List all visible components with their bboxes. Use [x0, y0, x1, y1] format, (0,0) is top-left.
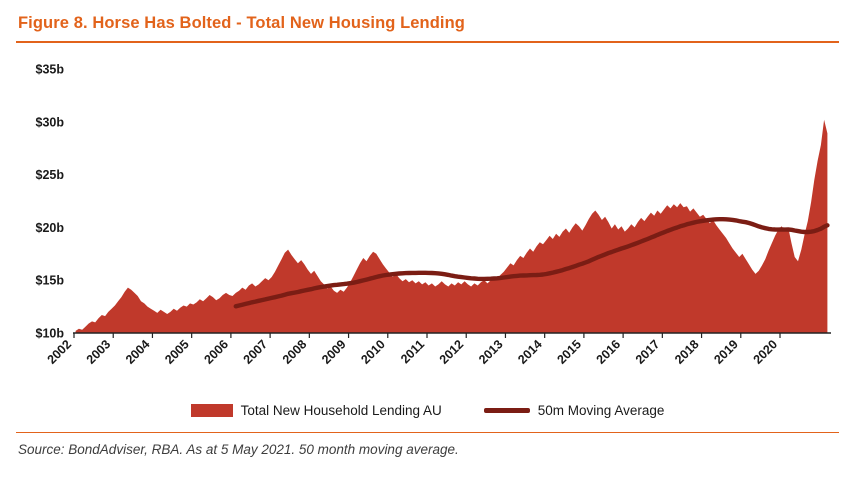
chart-legend: Total New Household Lending AU 50m Movin… [16, 403, 839, 418]
legend-item-moving-average: 50m Moving Average [456, 403, 665, 418]
x-tick-label: 2011 [398, 337, 427, 366]
legend-line-swatch [483, 408, 530, 413]
x-tick-label: 2003 [84, 337, 114, 367]
figure-title: Figure 8. Horse Has Bolted - Total New H… [18, 14, 465, 32]
x-tick-label: 2002 [45, 337, 75, 367]
moving-average-line [233, 217, 830, 309]
legend-item-lending: Total New Household Lending AU [190, 403, 442, 418]
x-tick-label: 2017 [633, 337, 663, 367]
legend-area-swatch [190, 404, 233, 417]
y-tick-label: $10b [36, 327, 65, 341]
x-tick-label: 2008 [280, 337, 310, 367]
x-tick-label: 2014 [515, 337, 545, 367]
x-tick-label: 2006 [201, 337, 231, 367]
x-tick-label: 2012 [437, 337, 467, 367]
x-tick-label: 2007 [241, 337, 271, 367]
x-tick-label: 2015 [554, 337, 584, 367]
y-tick-label: $15b [36, 274, 65, 288]
y-tick-label: $25b [36, 168, 65, 182]
x-tick-label: 2018 [672, 337, 702, 367]
chart-area: $10b $15b $20b $25b $30b $35b 2002 2003 2004 2005… [16, 49, 839, 401]
legend-label-lending: Total New Household Lending AU [240, 403, 442, 418]
title-divider [16, 41, 839, 43]
x-tick-label: 2016 [594, 337, 624, 367]
y-tick-label: $30b [36, 115, 65, 129]
y-tick-label: $20b [36, 221, 65, 235]
lending-area-series [75, 119, 828, 333]
housing-lending-chart: $10b $15b $20b $25b $30b $35b 2002 2003 2004 2005… [36, 63, 831, 367]
x-tick-label: 2004 [123, 337, 153, 367]
x-tick-label: 2019 [711, 337, 741, 367]
x-tick-label: 2009 [319, 337, 349, 367]
source-divider [16, 432, 839, 433]
legend-label-moving-average: 50m Moving Average [537, 403, 665, 418]
x-tick-label: 2013 [476, 337, 506, 367]
x-tick-label: 2020 [751, 337, 781, 367]
x-tick-label: 2005 [162, 337, 192, 367]
y-tick-label: $35b [36, 63, 65, 77]
source-note: Source: BondAdviser, RBA. As at 5 May 20… [18, 442, 459, 457]
x-tick-label: 2010 [358, 337, 388, 367]
